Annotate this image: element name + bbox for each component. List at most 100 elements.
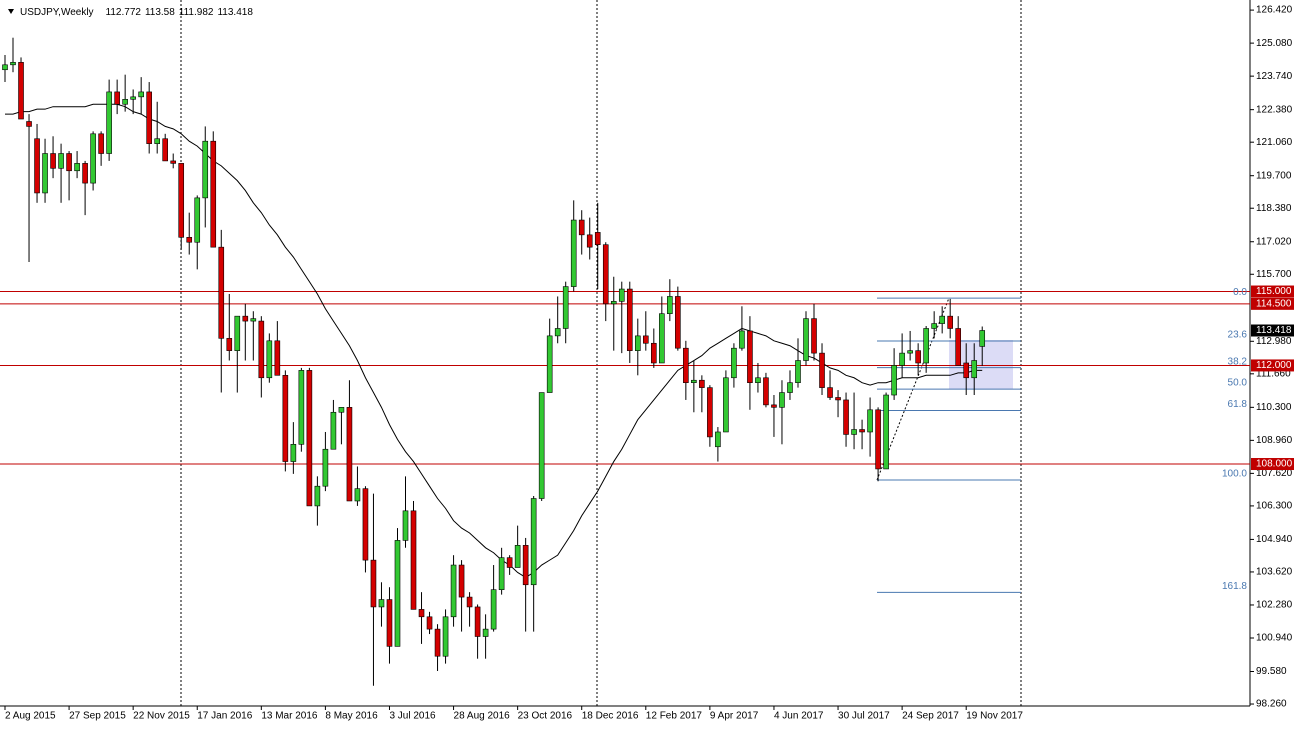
candle-body [322, 448, 329, 487]
candle-body [210, 140, 217, 248]
candle-body [739, 330, 745, 349]
x-tick-label: 3 Jul 2016 [389, 711, 436, 722]
candle-body [634, 335, 641, 351]
candle-body [346, 407, 353, 502]
candle-body [338, 407, 345, 413]
candle-body [314, 485, 321, 507]
candle-body [250, 318, 257, 322]
fib-label: 38.2 [1228, 356, 1248, 367]
candle-body [907, 350, 913, 354]
candle-body [851, 429, 857, 435]
fib-label: 23.6 [1228, 330, 1248, 341]
candle-body [715, 431, 721, 448]
y-tick-label: 106.300 [1256, 501, 1293, 512]
header-close: 113.418 [217, 7, 253, 18]
candle-body [218, 246, 225, 339]
header-arrow [8, 9, 14, 14]
candle-body [274, 340, 281, 376]
candle-body [618, 288, 625, 302]
candle-body [843, 399, 849, 435]
candle-body [755, 377, 761, 383]
fib-label: 0.0 [1233, 287, 1247, 298]
candle-body [18, 62, 24, 120]
candle-body [10, 62, 16, 66]
x-tick-label: 12 Feb 2017 [646, 711, 703, 722]
candle-body [747, 330, 753, 383]
candle-body [458, 564, 465, 598]
y-tick-label: 110.300 [1256, 402, 1292, 413]
fib-label: 61.8 [1228, 399, 1248, 410]
candle-body [610, 301, 617, 305]
candle-body [170, 160, 177, 164]
y-tick-label: 121.060 [1256, 137, 1293, 148]
candle-body [530, 498, 537, 586]
candle-body [763, 377, 769, 406]
candle-body [482, 628, 489, 637]
candle-body [891, 365, 897, 396]
y-tick-label: 122.380 [1256, 104, 1293, 115]
candle-body [146, 91, 152, 144]
candle-body [242, 315, 249, 322]
candle-body [683, 347, 689, 383]
candle-body [867, 409, 873, 433]
candle-body [875, 409, 881, 470]
candle-body [282, 375, 289, 462]
candle-body [651, 342, 657, 364]
candle-body [811, 318, 817, 354]
x-tick-label: 18 Dec 2016 [582, 711, 639, 722]
candle-body [915, 350, 921, 364]
candle-body [939, 315, 945, 324]
x-tick-label: 17 Jan 2016 [197, 711, 252, 722]
candle-body [490, 589, 497, 630]
level-label-box [1251, 359, 1294, 372]
candle-body [546, 335, 553, 393]
candle-body [74, 163, 80, 172]
header-open: 112.772 [106, 7, 142, 18]
candle-body [971, 360, 978, 379]
candle-body [194, 197, 201, 243]
x-tick-label: 24 Sep 2017 [902, 711, 959, 722]
candle-body [90, 133, 96, 184]
candle-body [554, 328, 561, 337]
candle-body [570, 219, 577, 287]
header-high: 113.58 [145, 7, 175, 18]
candle-body [795, 360, 801, 383]
x-tick-label: 19 Nov 2017 [966, 711, 1023, 722]
candle-body [418, 609, 425, 618]
candle-body [923, 328, 929, 364]
candle-body [266, 340, 273, 379]
candle-body [731, 347, 737, 379]
y-tick-label: 102.280 [1256, 600, 1293, 611]
y-tick-label: 117.020 [1256, 236, 1292, 247]
candle-body [803, 318, 809, 361]
candle-body [659, 313, 665, 364]
x-tick-label: 23 Oct 2016 [518, 711, 573, 722]
candle-body [514, 545, 521, 568]
y-tick-label: 125.080 [1256, 38, 1293, 49]
x-tick-label: 13 Mar 2016 [261, 711, 318, 722]
candle-body [699, 379, 705, 388]
candle-body [947, 315, 953, 329]
candle-body [42, 153, 48, 194]
x-tick-label: 28 Aug 2016 [454, 711, 511, 722]
level-label: 114.500 [1256, 298, 1292, 309]
candle-body [602, 244, 609, 305]
candle-body [522, 545, 529, 586]
candle-body [34, 138, 40, 194]
candle-body [474, 606, 481, 637]
candle-body [234, 315, 241, 351]
candle-body [330, 411, 337, 450]
level-label-box [1251, 285, 1294, 298]
candle-body [50, 153, 56, 169]
candle-body [899, 352, 905, 366]
candle-body [723, 377, 729, 433]
y-tick-label: 99.580 [1256, 666, 1287, 677]
candle-body [162, 138, 168, 162]
candle-body [787, 382, 793, 393]
candle-body [506, 557, 513, 568]
y-tick-label: 108.960 [1256, 435, 1293, 446]
candle-body [202, 140, 209, 199]
y-tick-label: 119.700 [1256, 170, 1292, 181]
